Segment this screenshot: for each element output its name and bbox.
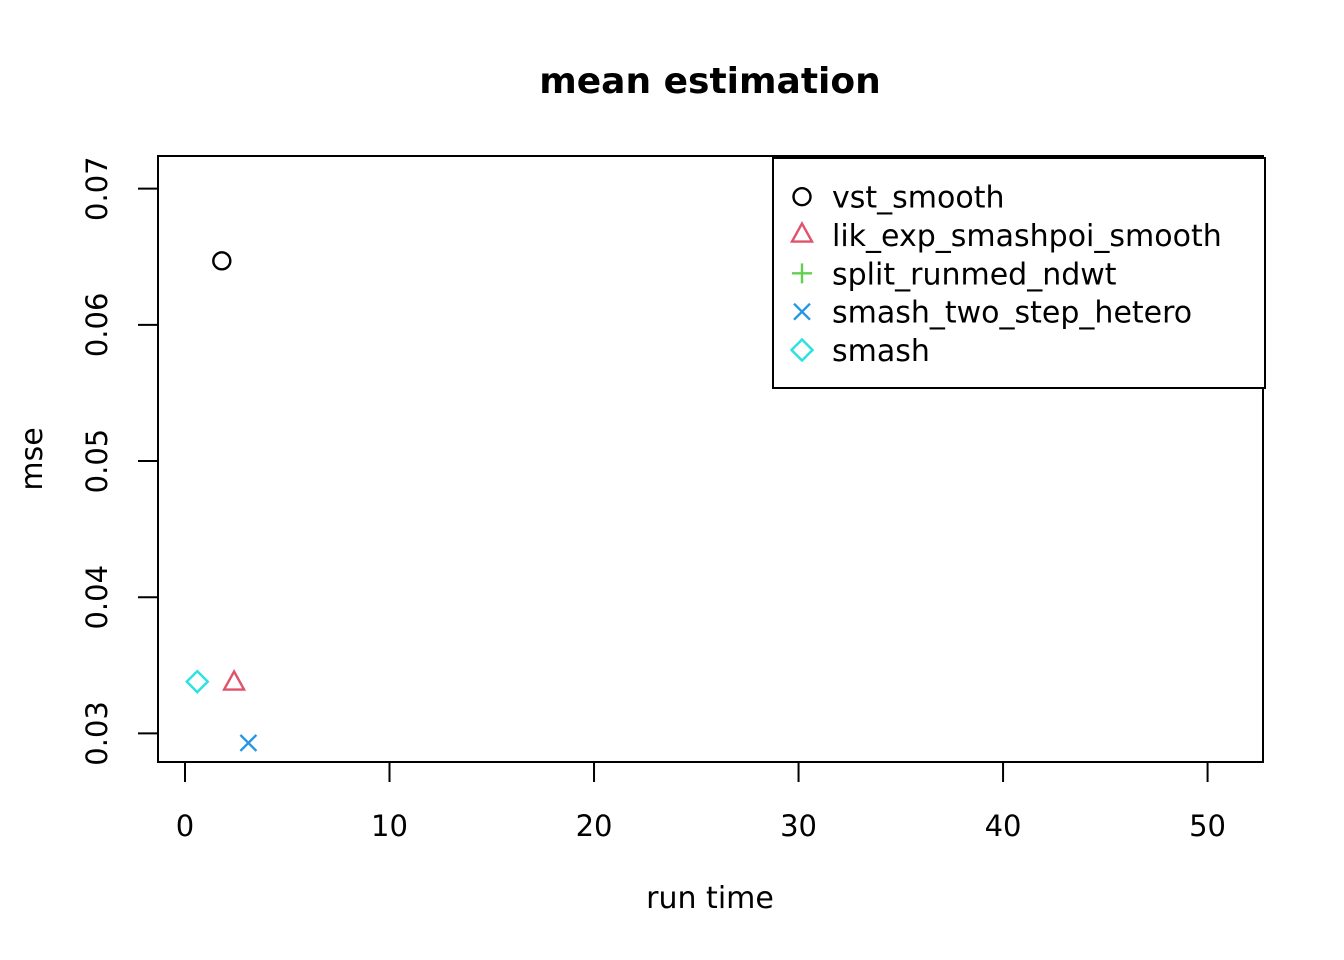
data-point-lik_exp_smashpoi_smooth — [222, 669, 247, 691]
legend-marker-plus-icon — [792, 263, 812, 284]
x-tick-label: 40 — [985, 809, 1022, 843]
y-axis-label: mse — [15, 427, 50, 490]
legend-marker-diamond-icon — [789, 337, 815, 363]
x-tick-label: 0 — [176, 809, 194, 843]
legend-label-vst_smooth: vst_smooth — [832, 181, 1005, 216]
x-tick-label: 30 — [780, 809, 817, 843]
plot-frame — [157, 155, 1264, 763]
y-tick-label: 0.06 — [80, 293, 114, 358]
data-point-smash — [185, 669, 210, 694]
y-tick-label: 0.03 — [80, 701, 114, 766]
y-tick-label: 0.04 — [80, 565, 114, 630]
x-tick-label: 50 — [1189, 809, 1226, 843]
data-point-smash_two_step_hetero — [239, 734, 258, 752]
legend-label-split_runmed_ndwt: split_runmed_ndwt — [832, 257, 1117, 292]
legend-box — [772, 157, 1266, 389]
y-tick-label: 0.07 — [80, 156, 114, 221]
legend-label-lik_exp_smashpoi_smooth: lik_exp_smashpoi_smooth — [832, 219, 1222, 254]
plot-layer: 0 10 20 30 40 50 0.03 0.04 0.05 0.06 0.07 vst_smoot… — [80, 155, 1266, 843]
x-axis-label: run time — [646, 881, 774, 916]
legend-label-smash_two_step_hetero: smash_two_step_hetero — [832, 296, 1192, 331]
data-point-vst_smooth — [212, 251, 232, 271]
legend-marker-triangle-up-icon — [789, 221, 815, 243]
chart-title: mean estimation — [539, 61, 881, 102]
y-tick-label: 0.05 — [80, 429, 114, 494]
legend-label-smash: smash — [832, 334, 930, 369]
x-tick-label: 20 — [576, 809, 613, 843]
x-tick-label: 10 — [371, 809, 408, 843]
legend-marker-x-icon — [793, 302, 811, 321]
legend-marker-circle-icon — [792, 186, 812, 207]
